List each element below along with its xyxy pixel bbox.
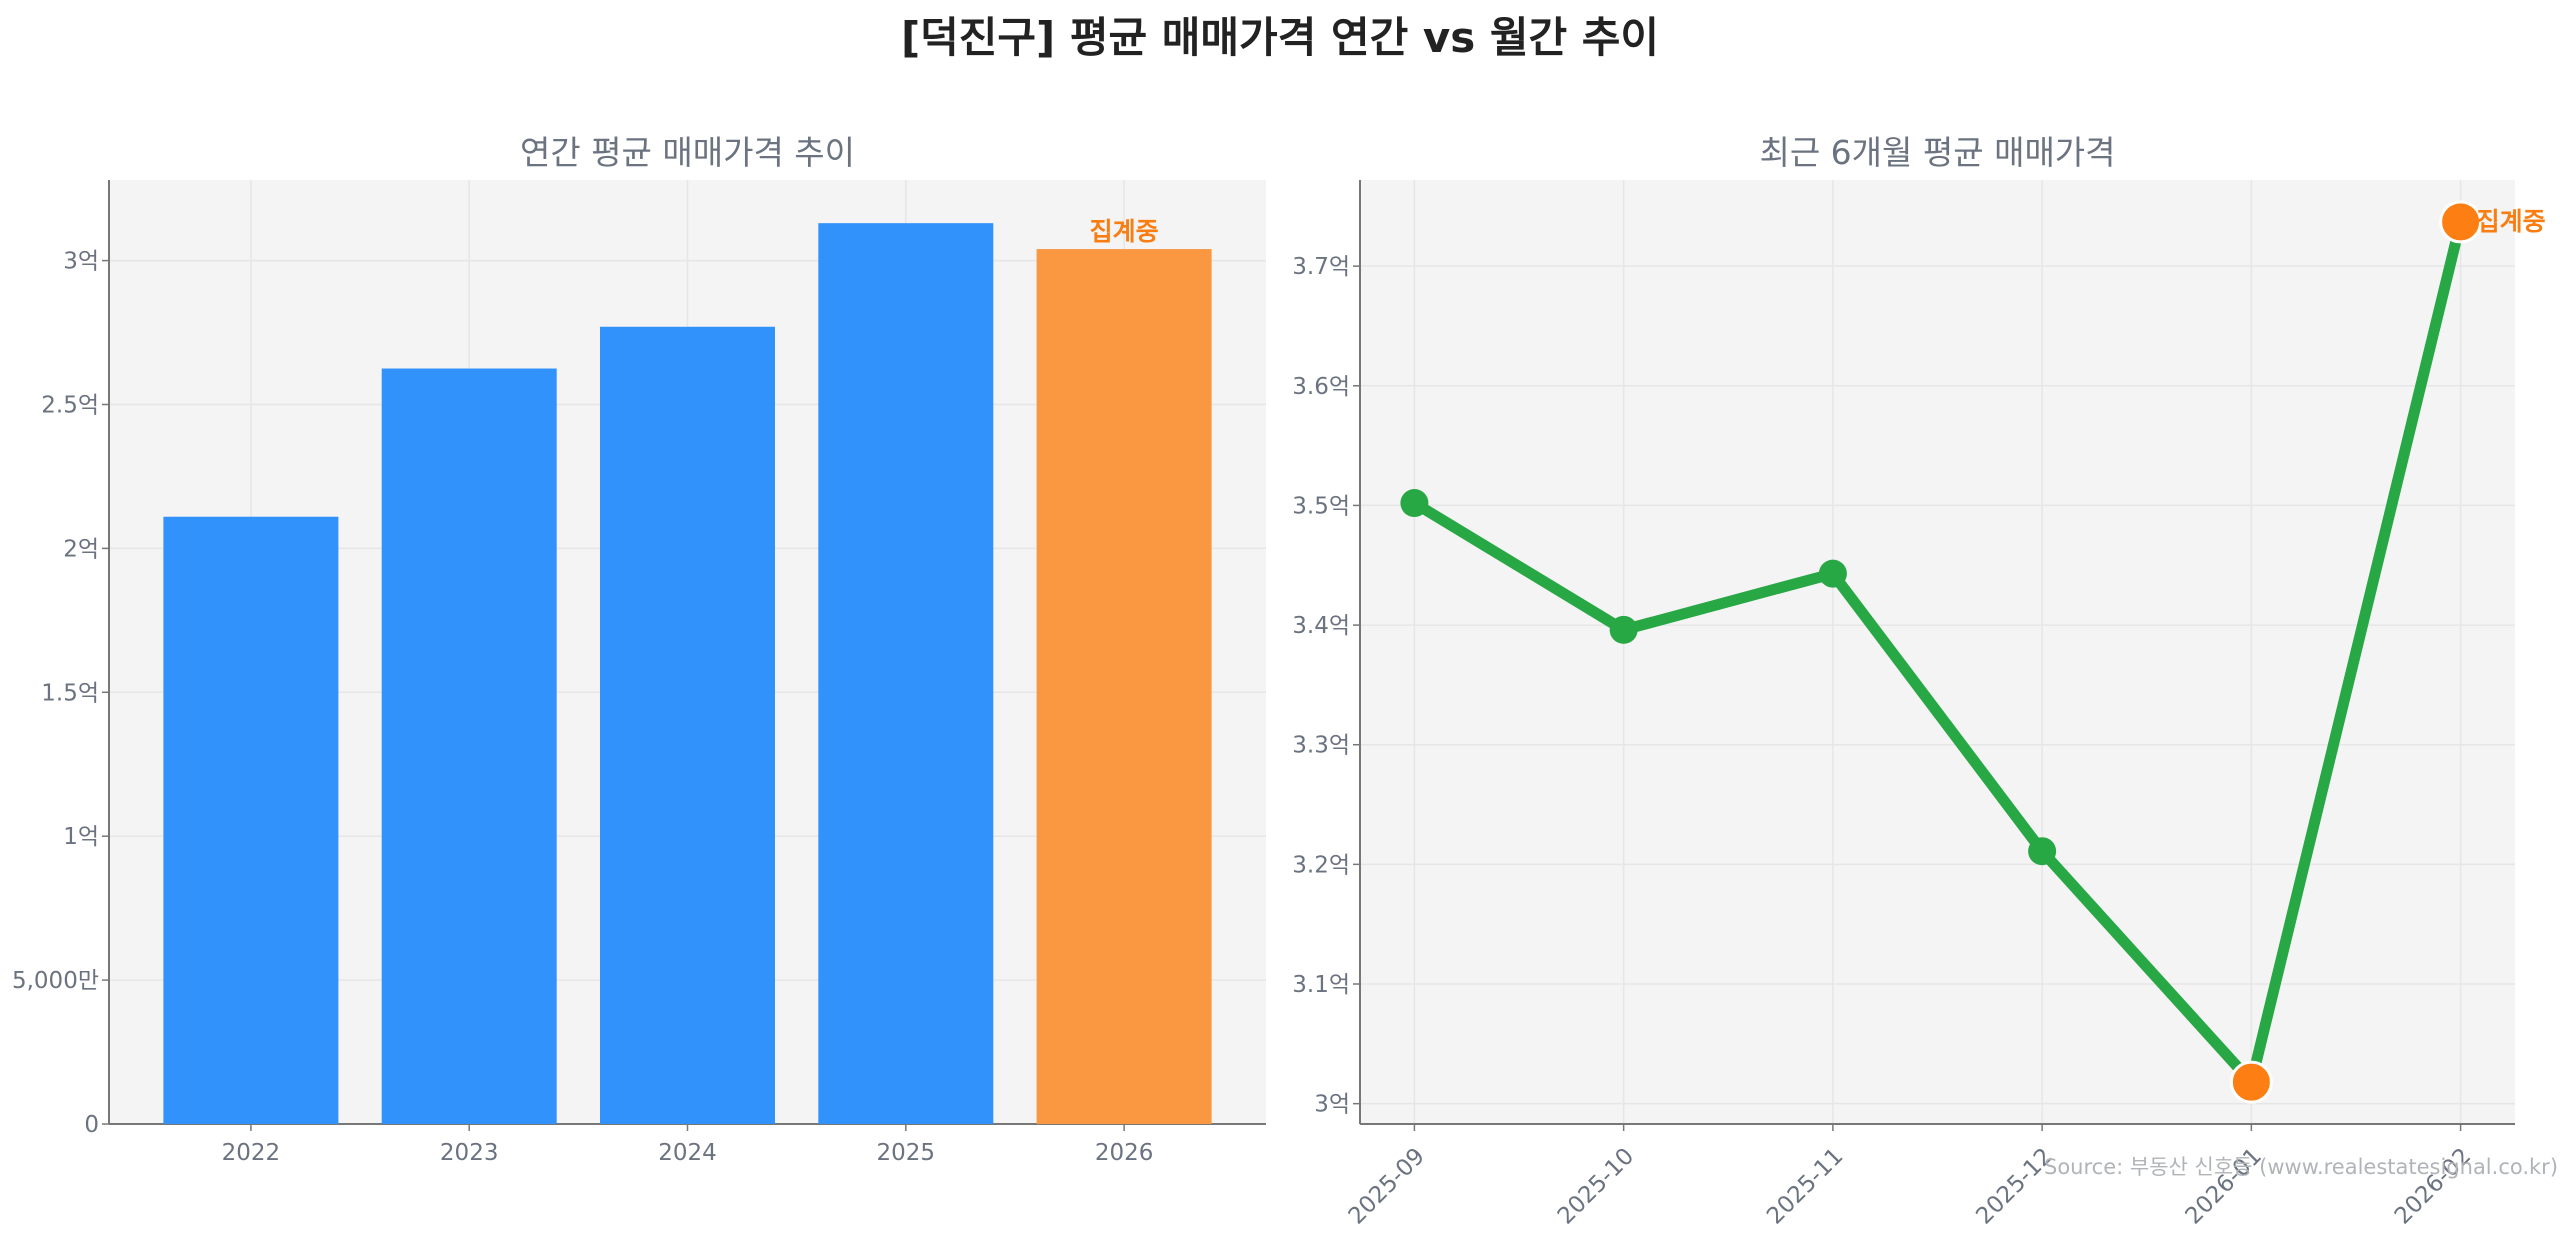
highlight-point-2026-01 [2229, 1060, 2273, 1104]
x-tick-label: 2025-10 [1553, 1143, 1639, 1229]
x-tick-label: 2026 [1095, 1140, 1154, 1166]
bar-2026 [1036, 249, 1212, 1124]
plot-area [1360, 180, 2515, 1124]
highlight-point-2026-02 [2439, 200, 2483, 244]
x-tick-label: 2023 [440, 1140, 499, 1166]
x-tick-label: 2025-11 [1762, 1143, 1848, 1229]
x-tick-label: 2025-09 [1344, 1143, 1430, 1229]
y-tick-label: 2억 [63, 536, 99, 562]
data-point-2025-09 [1400, 489, 1429, 518]
point-annotation: 집계중 [2477, 207, 2546, 236]
x-tick-label: 2022 [222, 1140, 281, 1166]
y-tick-label: 3.2억 [1292, 852, 1350, 878]
y-tick-label: 3.7억 [1292, 254, 1350, 280]
y-tick-label: 0 [84, 1112, 99, 1138]
x-tick-label: 2024 [658, 1140, 717, 1166]
series-line [1411, 220, 2466, 1088]
y-tick-label: 3.1억 [1292, 972, 1350, 998]
data-point-2025-11 [1818, 559, 1847, 588]
x-tick-label: 2025 [877, 1140, 936, 1166]
bar-2023 [381, 368, 557, 1124]
y-tick-label: 3억 [1314, 1092, 1350, 1118]
subplot-title: 연간 평균 매매가격 추이 [520, 133, 855, 172]
y-tick-label: 3.3억 [1292, 733, 1350, 759]
bar-2025 [818, 223, 994, 1125]
data-point-2025-10 [1609, 615, 1638, 644]
y-tick-label: 1억 [63, 824, 99, 850]
y-tick-label: 2.5억 [41, 392, 99, 418]
data-point-2025-12 [2028, 837, 2057, 866]
bar-2024 [600, 326, 775, 1124]
bar-2022 [163, 516, 339, 1124]
source-note: Source: 부동산 신호등 (www.realestatesignal.co… [2044, 1155, 2559, 1179]
y-tick-label: 3.5억 [1292, 493, 1350, 519]
y-tick-label: 3억 [63, 249, 99, 275]
y-tick-label: 5,000만 [12, 968, 99, 994]
main-title: [덕진구] 평균 매매가격 연간 vs 월간 추이 [900, 13, 1660, 62]
subplot-title: 최근 6개월 평균 매매가격 [1759, 133, 2115, 172]
y-tick-label: 1.5억 [41, 680, 99, 706]
y-tick-label: 3.6억 [1292, 374, 1350, 400]
y-tick-label: 3.4억 [1292, 613, 1350, 639]
bar-annotation: 집계중 [1090, 217, 1159, 246]
